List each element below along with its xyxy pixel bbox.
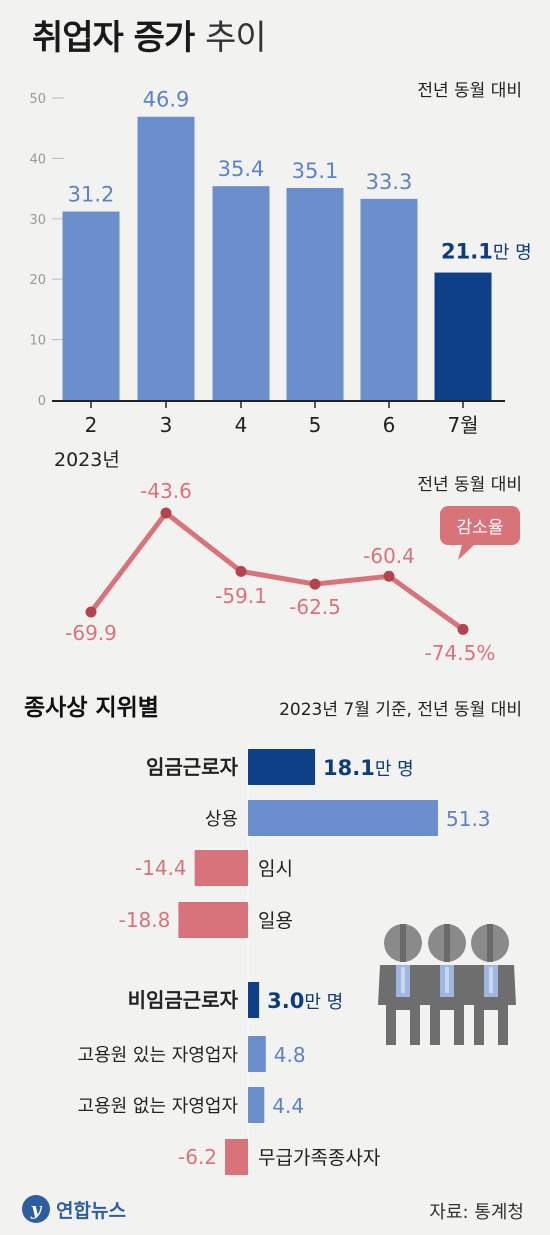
- person-head-shade: [444, 924, 450, 962]
- title-light: 추이: [205, 18, 267, 58]
- x-tick-label: 6: [383, 413, 396, 437]
- x-tick-label: 3: [160, 413, 173, 437]
- group-label: 임금근로자: [146, 755, 239, 779]
- value-label: 4.8: [274, 1043, 306, 1067]
- category-bar: [194, 850, 248, 886]
- group-value-label: 3.0만 명: [267, 989, 343, 1013]
- y-tick-label: 40: [29, 152, 46, 167]
- title-bold: 취업자 증가: [32, 18, 195, 58]
- person-tie-icon: [445, 967, 449, 993]
- category-label: 무급가족종사자: [258, 1147, 380, 1169]
- bar-value-label: 46.9: [143, 88, 190, 112]
- category-bar: [178, 902, 248, 938]
- y-tick-label: 0: [38, 394, 46, 409]
- source-note: 자료: 통계청: [429, 1202, 524, 1223]
- line-value-label: -69.9: [65, 621, 117, 645]
- line-value-label: -59.1: [215, 584, 267, 608]
- person-body-icon: [466, 965, 516, 1045]
- person-body-icon: [378, 965, 428, 1045]
- line-point: [160, 507, 172, 519]
- page-title: 취업자 증가 추이: [32, 10, 267, 59]
- bar: [212, 186, 270, 400]
- bar-value-label: 33.3: [366, 170, 413, 194]
- value-label: -14.4: [135, 856, 187, 880]
- bar: [286, 187, 344, 400]
- bar: [434, 272, 492, 400]
- line-point: [457, 623, 469, 635]
- category-bar: [225, 1139, 248, 1175]
- value-label: 51.3: [446, 807, 491, 831]
- bar-value-label: 31.2: [68, 183, 115, 207]
- decline-badge-label: 감소율: [457, 518, 504, 538]
- line-series: [88, 510, 466, 632]
- category-bar: [248, 1087, 265, 1123]
- person-head-shade: [487, 924, 493, 962]
- section-note: 2023년 7월 기준, 전년 동월 대비: [279, 700, 522, 720]
- category-label: 임시: [258, 858, 293, 880]
- value-label: -18.8: [119, 908, 171, 932]
- y-tick-label: 10: [29, 334, 46, 349]
- logo-mark: y: [22, 1195, 50, 1223]
- category-label: 고용원 있는 자영업자: [78, 1045, 239, 1066]
- person-tie-icon: [489, 967, 493, 993]
- bar: [62, 211, 120, 400]
- group-label: 비임금근로자: [128, 988, 239, 1012]
- category-label: 상용: [205, 809, 238, 830]
- line-point: [309, 578, 321, 590]
- line-value-label: -62.5: [289, 595, 341, 619]
- yonhap-logo: y 연합뉴스: [22, 1195, 126, 1223]
- group-total-bar: [248, 749, 316, 785]
- x-tick-label: 5: [309, 413, 322, 437]
- category-label: 일용: [258, 910, 293, 932]
- x-tick-label: 4: [235, 413, 248, 437]
- line-value-label: -60.4: [363, 544, 415, 568]
- logo-text: 연합뉴스: [56, 1199, 126, 1222]
- bar: [360, 198, 418, 400]
- category-bar: [248, 1036, 266, 1072]
- y-tick-label: 20: [29, 273, 46, 288]
- person-body-icon: [422, 965, 472, 1045]
- line-value-label: -43.6: [140, 479, 192, 503]
- y-tick-label: 30: [29, 213, 46, 228]
- value-label: 4.4: [272, 1094, 304, 1118]
- top-chart-note: 전년 동월 대비: [417, 81, 522, 101]
- group-value-label: 18.1만 명: [323, 756, 414, 780]
- section-title: 종사상 지위별: [24, 695, 159, 721]
- bar-value-label: 35.4: [218, 157, 265, 181]
- line-chart-note: 전년 동월 대비: [417, 475, 522, 495]
- person-tie-icon: [401, 967, 405, 993]
- x-tick-label: 7월: [447, 413, 478, 437]
- highlight-value-label: 21.1만 명: [441, 240, 532, 264]
- year-label: 2023년: [54, 449, 120, 471]
- line-point: [85, 606, 97, 618]
- decline-badge-bubble: [440, 506, 520, 560]
- category-bar: [248, 800, 438, 836]
- category-label: 고용원 없는 자영업자: [78, 1096, 239, 1117]
- bar: [137, 116, 195, 400]
- bar-value-label: 35.1: [292, 159, 339, 183]
- x-tick-label: 2: [85, 413, 98, 437]
- value-label: -6.2: [178, 1145, 217, 1169]
- line-value-label: -74.5%: [425, 641, 496, 665]
- person-head-shade: [400, 924, 406, 962]
- y-tick-label: 50: [29, 92, 46, 107]
- group-total-bar: [248, 982, 260, 1018]
- line-point: [383, 570, 395, 582]
- line-point: [235, 565, 247, 577]
